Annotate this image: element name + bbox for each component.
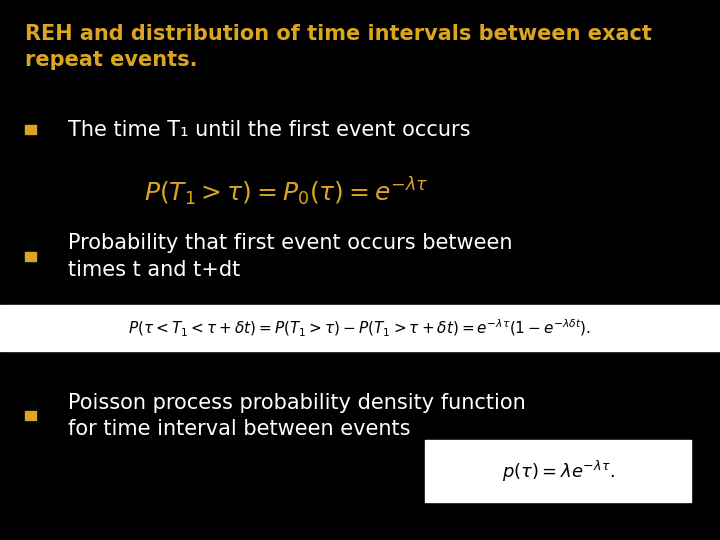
Text: Probability that first event occurs between
times t and t+dt: Probability that first event occurs betw…	[68, 233, 513, 280]
Text: $p(\tau) = \lambda e^{-\lambda\tau}.$: $p(\tau) = \lambda e^{-\lambda\tau}.$	[502, 459, 614, 484]
FancyBboxPatch shape	[0, 305, 720, 351]
Text: The time T₁ until the first event occurs: The time T₁ until the first event occurs	[68, 119, 471, 140]
FancyBboxPatch shape	[25, 125, 35, 134]
FancyBboxPatch shape	[25, 411, 35, 420]
Text: Poisson process probability density function
for time interval between events: Poisson process probability density func…	[68, 393, 526, 439]
FancyBboxPatch shape	[425, 440, 691, 502]
Text: $P(T_1 > \tau) = P_0(\tau) = e^{-\lambda\tau}$: $P(T_1 > \tau) = P_0(\tau) = e^{-\lambda…	[144, 176, 428, 208]
Text: REH and distribution of time intervals between exact
repeat events.: REH and distribution of time intervals b…	[25, 24, 652, 70]
FancyBboxPatch shape	[25, 252, 35, 261]
Text: $P(\tau < T_1 < \tau + \delta t) = P(T_1 > \tau) - P(T_1 > \tau + \delta t) = e^: $P(\tau < T_1 < \tau + \delta t) = P(T_1…	[128, 318, 592, 339]
